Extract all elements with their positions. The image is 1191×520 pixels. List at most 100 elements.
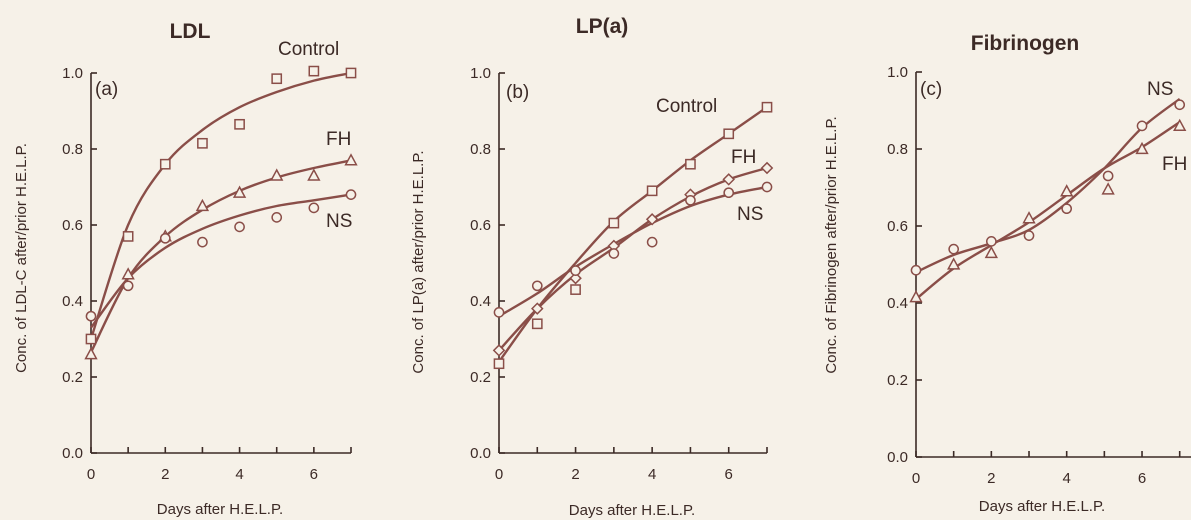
panel-c: Fibrinogen (c) Conc. of Fibrinogen after… — [823, 32, 1191, 515]
point-control — [271, 73, 283, 85]
point-ns — [234, 221, 245, 233]
y-tick-label: 1.0 — [62, 65, 83, 82]
x-tick-label: 4 — [648, 466, 656, 483]
y-tick-label: 0.4 — [470, 293, 491, 310]
point-fh — [947, 257, 961, 270]
y-tick-label: 0.2 — [887, 372, 908, 389]
point-ns — [570, 265, 581, 276]
panel-a-series-label-fh: FH — [326, 129, 351, 150]
panel-a-title: LDL — [170, 20, 211, 43]
point-fh — [569, 271, 582, 285]
panel-a-letter: (a) — [95, 79, 118, 100]
panel-c-markers — [909, 99, 1187, 303]
x-tick-label: 4 — [1063, 470, 1071, 487]
point-ns — [910, 264, 922, 276]
point-fh — [645, 213, 659, 226]
panel-a-y-axis-label: Conc. of LDL-C after/prior H.E.L.P. — [13, 143, 30, 373]
panel-c-series-label-ns: NS — [1147, 79, 1173, 100]
point-control — [646, 185, 658, 197]
panel-a-axes: 0.0 0.2 0.4 0.6 0.8 1.0 0 2 4 6 — [62, 65, 352, 483]
point-ns — [308, 202, 320, 214]
x-tick-label: 2 — [571, 466, 579, 483]
y-tick-label: 0.4 — [62, 293, 83, 310]
point-fh — [1022, 211, 1036, 224]
point-control — [159, 158, 171, 170]
panel-b-axes: 0.0 0.2 0.4 0.6 0.8 1.0 0 2 4 6 — [470, 65, 768, 483]
point-fh — [1135, 141, 1149, 155]
panel-b: LP(a) (b) Conc. of LP(a) after/prior H.E… — [410, 15, 774, 519]
panel-b-series-label-control: Control — [656, 96, 717, 117]
y-tick-label: 0.2 — [62, 369, 83, 386]
point-ns — [197, 236, 208, 248]
panel-c-series-label-fh: FH — [1162, 154, 1187, 175]
point-ns — [1061, 203, 1073, 215]
point-ns — [761, 181, 773, 193]
point-control — [122, 231, 134, 242]
curve-ns — [90, 193, 352, 329]
point-ns — [531, 280, 543, 292]
y-tick-label: 0.2 — [470, 369, 491, 386]
curve-control — [89, 71, 352, 340]
point-ns — [723, 187, 735, 199]
panel-c-x-axis-label: Days after H.E.L.P. — [979, 498, 1105, 515]
point-ns — [948, 243, 960, 255]
point-control — [197, 137, 208, 149]
x-tick-label: 6 — [725, 466, 733, 483]
point-ns — [646, 236, 658, 248]
point-ns — [159, 232, 171, 244]
point-fh — [984, 245, 998, 259]
x-tick-label: 2 — [987, 470, 995, 487]
panel-b-markers — [492, 101, 774, 370]
point-control — [761, 101, 773, 113]
y-tick-label: 0.8 — [887, 141, 908, 158]
y-tick-label: 0.6 — [62, 217, 83, 234]
curve-fh — [89, 159, 352, 353]
panel-c-letter: (c) — [920, 79, 942, 100]
panel-a: LDL (a) Conc. of LDL-C after/prior H.E.L… — [13, 20, 358, 518]
point-ns — [345, 189, 357, 200]
point-fh — [195, 198, 210, 212]
panel-c-y-axis-label: Conc. of Fibrinogen after/prior H.E.L.P. — [823, 116, 840, 373]
point-control — [345, 67, 357, 79]
point-ns — [1174, 99, 1186, 111]
point-fh — [1173, 118, 1187, 132]
point-control — [493, 358, 505, 370]
point-ns — [85, 310, 97, 322]
point-control — [531, 318, 543, 330]
point-fh — [909, 290, 923, 303]
y-tick-label: 0.0 — [470, 445, 491, 462]
panel-a-markers — [84, 65, 358, 360]
point-ns — [271, 212, 283, 223]
point-control — [570, 284, 581, 295]
panel-a-series-label-ns: NS — [326, 211, 352, 232]
y-tick-label: 0.8 — [62, 141, 83, 158]
panel-b-y-axis-label: Conc. of LP(a) after/prior H.E.L.P. — [410, 150, 427, 373]
point-control — [608, 217, 620, 229]
point-ns — [493, 307, 505, 318]
y-tick-label: 1.0 — [887, 64, 908, 81]
y-tick-label: 0.6 — [887, 218, 908, 235]
point-ns — [1136, 120, 1148, 132]
x-tick-label: 0 — [912, 470, 920, 487]
panel-b-x-axis-label: Days after H.E.L.P. — [569, 502, 695, 519]
point-control — [308, 65, 320, 77]
y-tick-label: 0.6 — [470, 217, 491, 234]
point-fh — [492, 344, 506, 357]
point-ns — [608, 248, 620, 259]
point-control — [234, 118, 245, 130]
point-control — [685, 158, 696, 170]
point-fh — [1101, 182, 1115, 195]
point-fh — [121, 267, 135, 280]
point-fh — [344, 153, 358, 166]
point-control — [85, 333, 97, 345]
point-fh — [232, 185, 247, 198]
point-fh — [84, 347, 98, 360]
x-tick-label: 6 — [1138, 470, 1146, 487]
panel-a-x-axis-label: Days after H.E.L.P. — [157, 501, 283, 518]
point-fh — [531, 302, 544, 315]
point-fh — [760, 161, 774, 175]
y-tick-label: 0.0 — [62, 445, 83, 462]
x-tick-label: 6 — [310, 466, 318, 483]
y-tick-label: 0.4 — [887, 295, 908, 312]
